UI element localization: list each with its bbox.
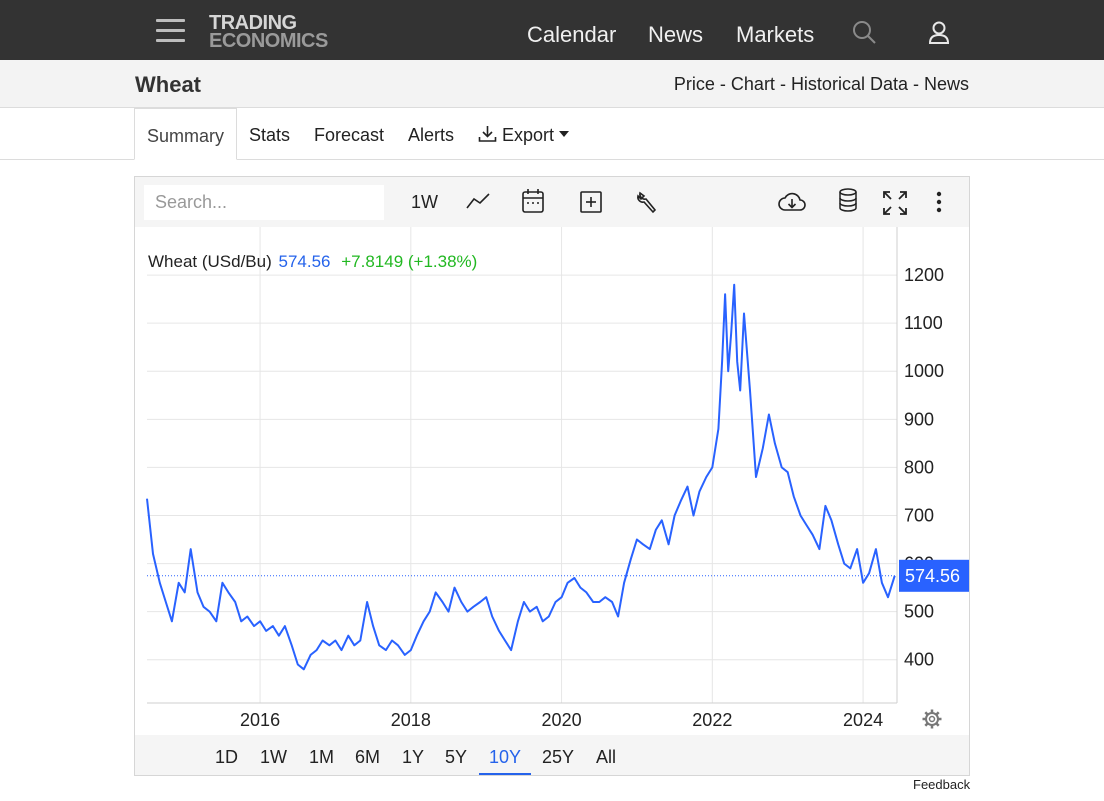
more-options-icon[interactable] (936, 191, 942, 218)
last-price-label: 574.56 (905, 566, 960, 586)
page-title: Wheat (135, 72, 201, 97)
nav-markets-link[interactable]: Markets (736, 22, 815, 47)
range-1m[interactable]: 1M (309, 747, 335, 767)
breadcrumb-separator: - (907, 74, 924, 94)
y-tick-label: 1100 (904, 313, 943, 333)
settings-gear-icon[interactable] (922, 709, 942, 729)
range-all[interactable]: All (596, 747, 617, 767)
chart-legend: Wheat (USd/Bu) 574.56 +7.8149 (+1.38%) (148, 252, 477, 272)
y-tick-label: 1000 (904, 361, 944, 381)
price-chart[interactable]: 400500600700800900100011001200 201620182… (135, 227, 969, 735)
range-1d[interactable]: 1D (215, 747, 239, 767)
download-icon (478, 126, 497, 142)
fullscreen-icon[interactable] (882, 190, 908, 221)
calendar-icon[interactable] (521, 188, 545, 219)
last-price-layer: 574.56 (147, 559, 969, 592)
export-dropdown[interactable]: Export (478, 125, 570, 146)
x-tick-label: 2022 (692, 710, 732, 730)
interval-selector[interactable]: 1W (411, 192, 438, 212)
x-tick-label: 2018 (391, 710, 431, 730)
y-tick-label: 700 (904, 505, 934, 525)
brand-line-1: TRADING (209, 12, 297, 34)
tab-alerts[interactable]: Alerts (408, 125, 455, 145)
time-range-bar: 1D 1W 1M 6M 1Y 5Y 10Y 25Y All (135, 735, 969, 775)
brand-logo[interactable]: TRADING ECONOMICS (209, 12, 328, 52)
sub-header: Wheat Price - Chart - Historical Data - … (0, 60, 1104, 108)
chart-type-line-icon[interactable] (465, 190, 491, 217)
y-tick-label: 900 (904, 409, 934, 429)
cloud-download-icon[interactable] (777, 190, 807, 219)
range-6m[interactable]: 6M (355, 747, 381, 767)
y-axis: 400500600700800900100011001200 (904, 265, 944, 670)
brand-line-2: ECONOMICS (209, 30, 328, 52)
active-range-indicator (479, 773, 531, 775)
user-icon[interactable] (928, 20, 950, 51)
legend-price: 574.56 (278, 252, 331, 271)
menu-icon[interactable] (156, 19, 185, 43)
y-tick-label: 1200 (904, 265, 944, 285)
export-label: Export (502, 125, 555, 145)
y-tick-label: 500 (904, 602, 934, 622)
breadcrumb-price-link[interactable]: Price (673, 74, 715, 94)
x-tick-label: 2024 (843, 710, 883, 730)
y-tick-label: 800 (904, 457, 934, 477)
range-5y[interactable]: 5Y (445, 747, 468, 767)
price-series-line (146, 283, 896, 671)
range-25y[interactable]: 25Y (542, 747, 575, 767)
x-tick-label: 2016 (240, 710, 280, 730)
nav-calendar-link[interactable]: Calendar (527, 22, 617, 47)
caret-down-icon (559, 131, 570, 137)
chart-grid (147, 227, 898, 704)
search-icon[interactable] (852, 20, 878, 51)
tab-summary[interactable]: Summary (134, 108, 238, 160)
x-tick-label: 2020 (542, 710, 582, 730)
breadcrumb-chart-link[interactable]: Chart (730, 74, 775, 94)
wrench-icon[interactable] (636, 190, 658, 219)
top-navbar: TRADING ECONOMICS Calendar News Markets (0, 0, 1104, 60)
tabs-bar: Summary Stats Forecast Alerts Export (0, 108, 1104, 160)
nav-news-link[interactable]: News (648, 22, 704, 47)
chart-toolbar: 1W (135, 177, 969, 227)
range-1y[interactable]: 1Y (402, 747, 425, 767)
breadcrumb-news-link[interactable]: News (923, 74, 969, 94)
x-axis: 2016 2018 2020 2022 2024 (240, 710, 883, 730)
legend-change: +7.8149 (+1.38%) (341, 252, 478, 271)
series-layer (146, 283, 896, 671)
database-icon[interactable] (838, 188, 858, 217)
feedback-link[interactable]: Feedback (913, 777, 971, 792)
range-10y[interactable]: 10Y (489, 747, 522, 767)
tab-stats[interactable]: Stats (249, 125, 291, 145)
symbol-search-input[interactable] (144, 185, 384, 220)
chart-widget: 1W 400500600700800900100011001200 201620… (134, 176, 970, 776)
breadcrumb-historical-data-link[interactable]: Historical Data (790, 74, 908, 94)
range-1w[interactable]: 1W (260, 747, 287, 767)
breadcrumb-separator: - (774, 74, 791, 94)
last-price-badge (899, 559, 969, 592)
breadcrumb: Price - Chart - Historical Data - News (674, 74, 969, 95)
legend-series-name: Wheat (USd/Bu) (148, 252, 272, 271)
breadcrumb-separator: - (714, 74, 731, 94)
tab-forecast[interactable]: Forecast (314, 125, 385, 145)
compare-add-icon[interactable] (579, 190, 603, 219)
y-tick-label: 400 (904, 650, 934, 670)
